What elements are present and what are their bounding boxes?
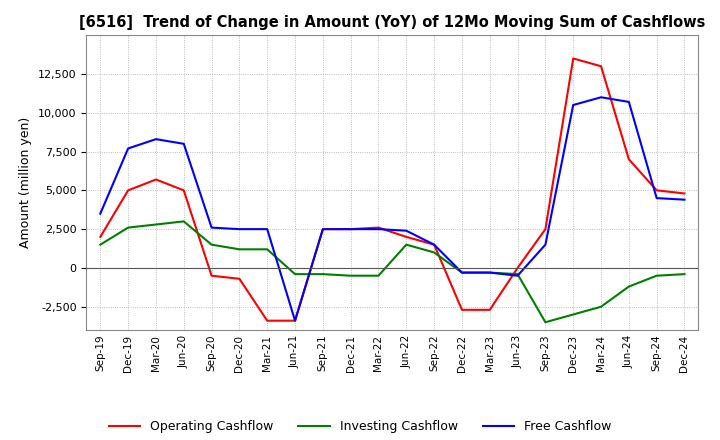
Investing Cashflow: [458, 270, 467, 275]
Operating Cashflow: [263, 318, 271, 323]
Investing Cashflow: [485, 270, 494, 275]
Operating Cashflow: [513, 265, 522, 271]
Investing Cashflow: [263, 247, 271, 252]
Free Cashflow: [179, 141, 188, 147]
Investing Cashflow: [318, 271, 327, 277]
Free Cashflow: [207, 225, 216, 230]
Free Cashflow: [652, 195, 661, 201]
Free Cashflow: [485, 270, 494, 275]
Free Cashflow: [346, 227, 355, 232]
Free Cashflow: [124, 146, 132, 151]
Investing Cashflow: [207, 242, 216, 247]
Operating Cashflow: [152, 177, 161, 182]
Investing Cashflow: [541, 319, 550, 325]
Operating Cashflow: [652, 188, 661, 193]
Operating Cashflow: [485, 307, 494, 312]
Operating Cashflow: [235, 276, 243, 282]
Operating Cashflow: [346, 227, 355, 232]
Operating Cashflow: [402, 234, 410, 239]
Free Cashflow: [235, 227, 243, 232]
Line: Investing Cashflow: Investing Cashflow: [100, 221, 685, 322]
Operating Cashflow: [624, 157, 633, 162]
Investing Cashflow: [430, 250, 438, 255]
Free Cashflow: [569, 103, 577, 108]
Operating Cashflow: [291, 318, 300, 323]
Investing Cashflow: [346, 273, 355, 279]
Free Cashflow: [263, 227, 271, 232]
Free Cashflow: [597, 95, 606, 100]
Investing Cashflow: [152, 222, 161, 227]
Free Cashflow: [318, 227, 327, 232]
Investing Cashflow: [624, 284, 633, 289]
Operating Cashflow: [680, 191, 689, 196]
Investing Cashflow: [291, 271, 300, 277]
Operating Cashflow: [207, 273, 216, 279]
Free Cashflow: [430, 242, 438, 247]
Free Cashflow: [374, 227, 383, 232]
Operating Cashflow: [569, 56, 577, 61]
Investing Cashflow: [179, 219, 188, 224]
Free Cashflow: [152, 136, 161, 142]
Free Cashflow: [541, 242, 550, 247]
Operating Cashflow: [124, 188, 132, 193]
Free Cashflow: [402, 228, 410, 233]
Investing Cashflow: [680, 271, 689, 277]
Title: [6516]  Trend of Change in Amount (YoY) of 12Mo Moving Sum of Cashflows: [6516] Trend of Change in Amount (YoY) o…: [79, 15, 706, 30]
Operating Cashflow: [597, 64, 606, 69]
Free Cashflow: [513, 273, 522, 279]
Investing Cashflow: [569, 312, 577, 317]
Free Cashflow: [624, 99, 633, 105]
Investing Cashflow: [96, 242, 104, 247]
Investing Cashflow: [402, 242, 410, 247]
Investing Cashflow: [374, 273, 383, 279]
Operating Cashflow: [96, 234, 104, 239]
Operating Cashflow: [458, 307, 467, 312]
Free Cashflow: [96, 211, 104, 216]
Investing Cashflow: [235, 247, 243, 252]
Investing Cashflow: [124, 225, 132, 230]
Line: Free Cashflow: Free Cashflow: [100, 97, 685, 321]
Investing Cashflow: [597, 304, 606, 309]
Operating Cashflow: [374, 225, 383, 230]
Line: Operating Cashflow: Operating Cashflow: [100, 59, 685, 321]
Investing Cashflow: [652, 273, 661, 279]
Free Cashflow: [680, 197, 689, 202]
Legend: Operating Cashflow, Investing Cashflow, Free Cashflow: Operating Cashflow, Investing Cashflow, …: [104, 415, 616, 438]
Investing Cashflow: [513, 271, 522, 277]
Operating Cashflow: [318, 227, 327, 232]
Y-axis label: Amount (million yen): Amount (million yen): [19, 117, 32, 248]
Operating Cashflow: [541, 227, 550, 232]
Operating Cashflow: [430, 242, 438, 247]
Free Cashflow: [458, 270, 467, 275]
Operating Cashflow: [179, 188, 188, 193]
Free Cashflow: [291, 318, 300, 323]
